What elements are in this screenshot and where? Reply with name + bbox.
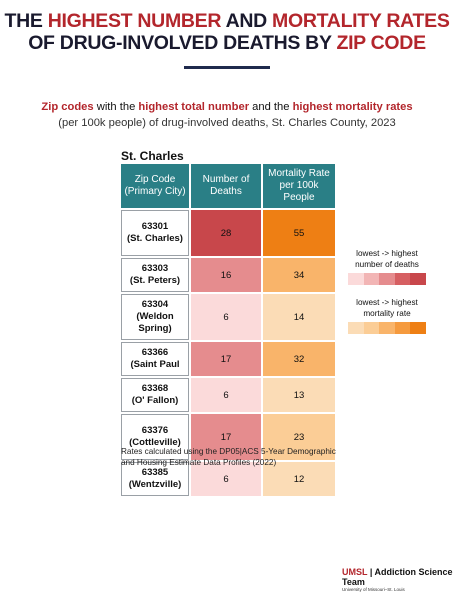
table-row: 63385 (Wentzville) 6 12 <box>121 462 335 496</box>
zip-cell: 63304 (Weldon Spring) <box>121 294 189 340</box>
primary-city: (Wentzville) <box>128 479 182 490</box>
zip-code: 63366 <box>141 347 169 358</box>
table-row: 63376 (Cottleville) 17 23 <box>121 414 335 460</box>
page-title-line-1: THE HIGHEST NUMBER AND MORTALITY RATES <box>0 10 454 32</box>
deaths-cell: 6 <box>191 462 261 496</box>
mortality-rate-cell: 13 <box>263 378 335 412</box>
mortality-rate-cell: 23 <box>263 414 335 460</box>
page-title-line-2: OF DRUG-INVOLVED DEATHS BY ZIP CODE <box>0 32 454 54</box>
deaths-table: Zip Code (Primary City) Number of Deaths… <box>119 162 337 498</box>
logo-name: Addiction Science Team <box>342 567 453 587</box>
legend-deaths-swatches <box>348 273 426 285</box>
zip-code: 63301 <box>141 221 169 232</box>
primary-city: (O' Fallon) <box>131 395 179 406</box>
mortality-rate-cell: 14 <box>263 294 335 340</box>
zip-code: 63304 <box>141 299 169 310</box>
logo-brand: UMSL <box>342 567 368 577</box>
zip-code: 63385 <box>141 467 169 478</box>
table-row: 63366 (Saint Paul 17 32 <box>121 342 335 376</box>
primary-city: (St. Peters) <box>129 275 181 286</box>
deaths-cell: 17 <box>191 414 261 460</box>
legend-deaths: lowest -> highest number of deaths <box>348 248 426 285</box>
subtitle-emphasis: highest mortality rates <box>292 101 413 113</box>
zip-code: 63368 <box>141 383 169 394</box>
umsl-logo: UMSL | Addiction Science Team University… <box>342 567 453 592</box>
legend-rate: lowest -> highest mortality rate <box>348 297 426 334</box>
zip-code: 63376 <box>141 425 169 436</box>
subtitle-emphasis: highest total number <box>138 101 250 113</box>
zip-cell: 63376 (Cottleville) <box>121 414 189 460</box>
legend-rate-swatch <box>394 322 411 334</box>
logo-subtext: University of Missouri–St. Louis <box>342 587 405 592</box>
region-label: St. Charles <box>121 149 184 163</box>
zip-cell: 63385 (Wentzville) <box>121 462 189 496</box>
footnote: Rates calculated using the DP05|ACS 5-Ye… <box>121 447 336 467</box>
column-header-rate: Mortality Rate per 100k People <box>263 164 335 208</box>
subtitle-line-1: Zip codes with the highest total number … <box>0 99 454 115</box>
title-text: OF DRUG-INVOLVED DEATHS BY <box>28 32 337 54</box>
primary-city: (Saint Paul <box>130 359 180 370</box>
mortality-rate-cell: 34 <box>263 258 335 292</box>
zip-cell: 63366 (Saint Paul <box>121 342 189 376</box>
title-text: AND <box>221 10 273 32</box>
legend-deaths-swatch <box>363 273 380 285</box>
deaths-cell: 6 <box>191 378 261 412</box>
mortality-rate-cell: 55 <box>263 210 335 256</box>
legend-rate-swatch <box>348 322 364 334</box>
zip-cell: 63368 (O' Fallon) <box>121 378 189 412</box>
legend-rate-swatch <box>363 322 380 334</box>
table-row: 63301 (St. Charles) 28 55 <box>121 210 335 256</box>
subtitle-text: with the <box>93 101 139 113</box>
deaths-cell: 6 <box>191 294 261 340</box>
title-divider <box>184 66 270 69</box>
table-row: 63303 (St. Peters) 16 34 <box>121 258 335 292</box>
zip-cell: 63303 (St. Peters) <box>121 258 189 292</box>
subtitle-line-2: (per 100k people) of drug-involved death… <box>58 117 396 129</box>
mortality-rate-cell: 12 <box>263 462 335 496</box>
title-highlight-mortality: MORTALITY RATES <box>272 10 450 32</box>
legend-deaths-swatch <box>410 273 426 285</box>
title-highlight-zip: ZIP CODE <box>336 32 426 54</box>
legend-deaths-swatch <box>394 273 411 285</box>
zip-code: 63303 <box>141 263 169 274</box>
column-header-deaths: Number of Deaths <box>191 164 261 208</box>
legend-rate-swatches <box>348 322 426 334</box>
title-highlight-number: HIGHEST NUMBER <box>47 10 222 32</box>
table-row: 63368 (O' Fallon) 6 13 <box>121 378 335 412</box>
legend-rate-label: lowest -> highest mortality rate <box>356 298 418 318</box>
primary-city: (Weldon Spring) <box>136 311 174 334</box>
legend-deaths-swatch <box>348 273 364 285</box>
legend-deaths-label: lowest -> highest number of deaths <box>355 249 419 269</box>
primary-city: (St. Charles) <box>127 233 183 244</box>
subtitle-text: and the <box>249 101 293 113</box>
legend-rate-swatch <box>379 322 395 334</box>
zip-cell: 63301 (St. Charles) <box>121 210 189 256</box>
legend-deaths-swatch <box>379 273 395 285</box>
table-row: 63304 (Weldon Spring) 6 14 <box>121 294 335 340</box>
primary-city: (Cottleville) <box>129 437 181 448</box>
mortality-rate-cell: 32 <box>263 342 335 376</box>
title-text: THE <box>4 10 48 32</box>
deaths-cell: 16 <box>191 258 261 292</box>
column-header-zip: Zip Code (Primary City) <box>121 164 189 208</box>
legend-rate-swatch <box>410 322 426 334</box>
subtitle-emphasis: Zip codes <box>41 101 94 113</box>
deaths-cell: 17 <box>191 342 261 376</box>
deaths-cell: 28 <box>191 210 261 256</box>
